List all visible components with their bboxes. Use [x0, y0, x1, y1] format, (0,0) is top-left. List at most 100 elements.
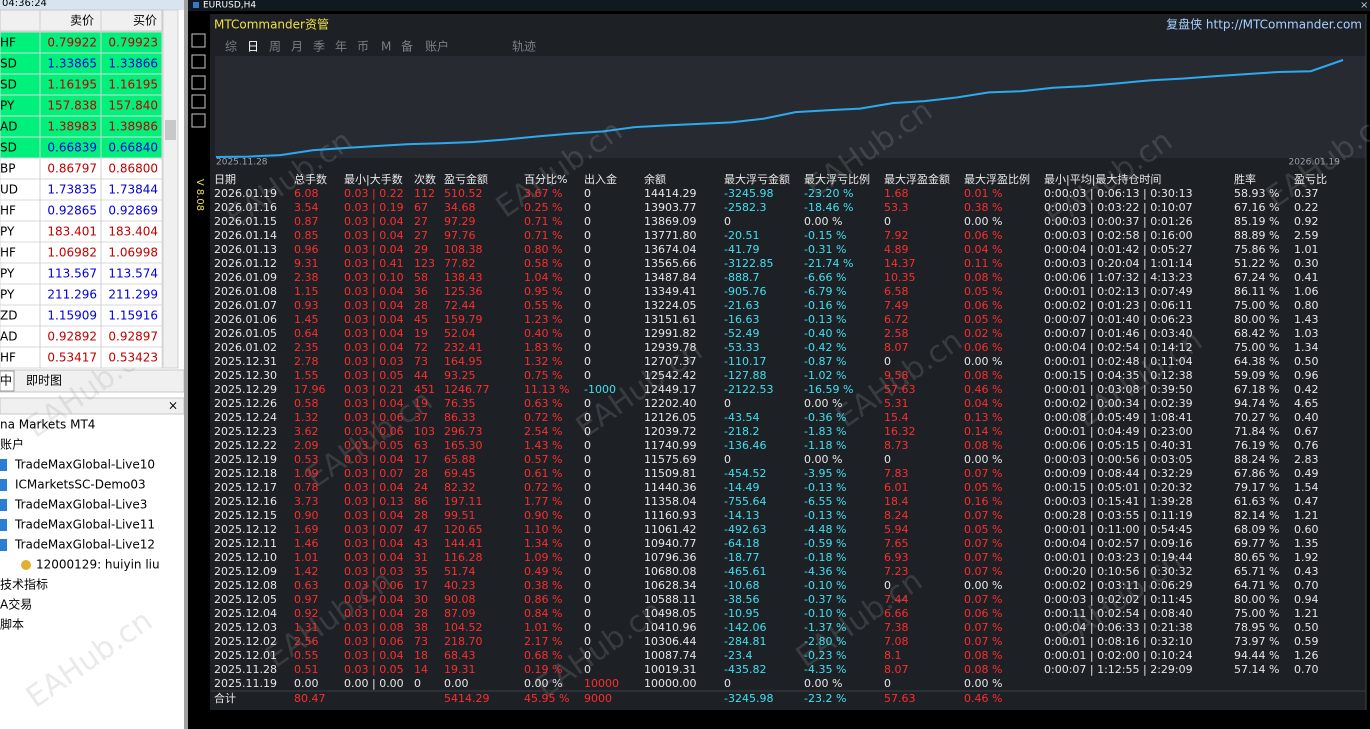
table-cell: 2026.01.02	[214, 341, 277, 354]
ask: 0.92897	[108, 330, 158, 344]
table-cell: 0.96	[1294, 369, 1319, 382]
table-cell: -284.81	[724, 635, 766, 648]
clock: 04:36:24	[2, 0, 47, 9]
table-cell: 2.83	[1294, 453, 1319, 466]
table-cell: 0.38 %	[524, 579, 562, 592]
tool-button[interactable]	[191, 113, 206, 128]
tool-button[interactable]	[191, 54, 206, 69]
table-cell: -43.54	[724, 411, 759, 424]
chart-title: EURUSD,H4	[203, 1, 256, 11]
site-link[interactable]: 复盘侠 http://MTCommander.com	[1166, 17, 1362, 32]
table-cell: 34.68	[444, 201, 476, 214]
close-button[interactable]: ×	[168, 399, 178, 413]
table-cell: 7.44	[884, 593, 909, 606]
scroll-thumb[interactable]	[165, 120, 176, 140]
scrollbar[interactable]	[162, 9, 179, 369]
nav-item[interactable]: TradeMaxGlobal-Live3	[14, 498, 147, 512]
table-cell: 13565.66	[644, 257, 697, 270]
table-cell: 0.03 | 0.05	[344, 663, 404, 676]
symbol: HF	[0, 246, 16, 260]
nav-item[interactable]: ICMarketsSC-Demo03	[15, 478, 146, 492]
table-cell: 2025.12.12	[214, 523, 277, 536]
nav-item[interactable]: TradeMaxGlobal-Live12	[14, 538, 155, 552]
table-cell: 0.03 | 0.04	[344, 229, 404, 242]
tab-label[interactable]: 中	[0, 373, 12, 388]
nav-item[interactable]: 技术指标	[0, 577, 48, 592]
menu-item[interactable]: 月	[291, 40, 303, 54]
table-cell: 0:00:06 | 1:07:32 | 4:13:23	[1044, 271, 1193, 284]
table-cell: 0.78	[294, 481, 319, 494]
table-cell: 0.64	[294, 327, 319, 340]
table-cell: 0.97	[294, 593, 319, 606]
table-cell: 0	[584, 397, 591, 410]
table-cell: 11358.04	[644, 495, 697, 508]
total-cell: 45.95 %	[524, 692, 569, 705]
table-cell: 0	[584, 635, 591, 648]
ask: 113.574	[108, 267, 158, 281]
table-cell: 3.62	[294, 425, 319, 438]
nav-item[interactable]: TradeMaxGlobal-Live10	[14, 458, 155, 472]
menu-item[interactable]: 账户	[425, 39, 449, 54]
menu-item[interactable]: 季	[313, 40, 325, 54]
menu-item[interactable]: 年	[335, 40, 347, 54]
table-cell: 13151.61	[644, 313, 697, 326]
menu-item[interactable]: 备	[401, 40, 413, 54]
table-cell: 0.00 | 0.00	[344, 677, 404, 690]
table-cell: 71.84 %	[1234, 425, 1279, 438]
menu-item[interactable]: 综	[225, 40, 237, 54]
table-cell: 7.65	[884, 537, 909, 550]
total-cell: 57.63	[884, 692, 916, 705]
server-icon	[0, 519, 7, 531]
table-cell: 0.05 %	[964, 313, 1002, 326]
tool-button[interactable]	[191, 94, 206, 109]
table-cell: 0	[584, 257, 591, 270]
tool-button[interactable]	[191, 33, 206, 48]
table-cell: 11.13 %	[524, 383, 569, 396]
nav-item[interactable]: 账户	[0, 437, 24, 452]
nav-item[interactable]: A交易	[0, 597, 32, 612]
nav-item[interactable]: 12000129: huiyin liu	[36, 558, 160, 572]
table-cell: 0	[584, 537, 591, 550]
bid: 157.838	[47, 99, 97, 113]
table-cell: -0.36 %	[804, 411, 846, 424]
table-cell: -1.37 %	[804, 621, 846, 634]
table-cell: 2025.12.24	[214, 411, 277, 424]
menu-item[interactable]: 币	[357, 40, 369, 54]
table-cell: 78.95 %	[1234, 621, 1279, 634]
table-cell: 77.82	[444, 257, 476, 270]
menu-item[interactable]: 日	[247, 40, 259, 54]
table-cell: 2025.12.16	[214, 495, 277, 508]
table-cell: 2.78	[294, 355, 319, 368]
table-cell: -14.49	[724, 481, 759, 494]
menu-item[interactable]: M	[381, 40, 391, 54]
tab-label[interactable]: 即时图	[26, 374, 62, 388]
table-cell: 0.58	[294, 397, 319, 410]
nav-item[interactable]: TradeMaxGlobal-Live11	[14, 518, 155, 532]
table-cell: -18.77	[724, 551, 759, 564]
table-cell: 0	[584, 607, 591, 620]
column-header: 卖价	[70, 14, 94, 28]
table-cell: 0	[584, 621, 591, 634]
table-cell: 2026.01.06	[214, 313, 277, 326]
table-cell: 2.59	[1294, 229, 1319, 242]
table-cell: 0:00:11 | 0:02:54 | 0:08:40	[1044, 607, 1193, 620]
nav-item[interactable]: 脚本	[0, 617, 24, 632]
table-cell: 0:00:15 | 0:04:35 | 0:12:38	[1044, 369, 1193, 382]
table-cell: 10498.05	[644, 607, 697, 620]
table-cell: 0.07 %	[964, 621, 1002, 634]
table-cell: 7.23	[884, 565, 909, 578]
table-cell: 0.03 | 0.03	[344, 355, 404, 368]
table-cell: 9.58	[884, 369, 909, 382]
table-cell: 0.08 %	[964, 649, 1002, 662]
table-cell: 116.28	[444, 551, 483, 564]
symbol: PY	[0, 225, 15, 239]
close-button[interactable]: ×	[1360, 0, 1368, 11]
table-cell: 94.74 %	[1234, 397, 1279, 410]
tool-button[interactable]	[191, 75, 206, 90]
nav-item[interactable]: na Markets MT4	[0, 418, 95, 432]
table-cell: 0.03 | 0.04	[344, 215, 404, 228]
table-cell: 0.03 | 0.22	[344, 187, 404, 200]
menu-item[interactable]: 周	[269, 40, 281, 54]
menu-item[interactable]: 轨迹	[512, 40, 536, 54]
table-cell: 0.00 %	[964, 677, 1002, 690]
